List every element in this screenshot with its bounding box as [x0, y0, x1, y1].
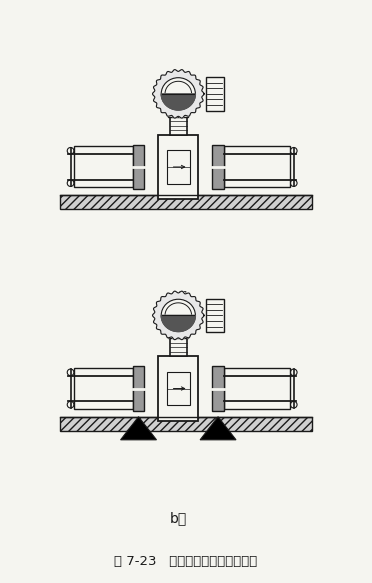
Circle shape	[67, 369, 74, 375]
Circle shape	[67, 147, 74, 154]
Polygon shape	[161, 315, 195, 332]
Bar	[224, 146, 290, 188]
Polygon shape	[200, 417, 236, 440]
Bar	[170, 117, 187, 135]
Bar	[158, 135, 198, 199]
Bar	[167, 372, 190, 405]
Bar	[168, 108, 188, 117]
Circle shape	[67, 180, 74, 187]
Bar	[212, 145, 224, 189]
Bar	[206, 77, 224, 111]
Bar	[60, 417, 312, 431]
Bar	[74, 368, 133, 409]
Bar	[168, 329, 188, 339]
Text: b）: b）	[170, 512, 187, 526]
Bar	[206, 298, 224, 332]
Ellipse shape	[161, 78, 195, 110]
Circle shape	[291, 401, 297, 408]
Polygon shape	[153, 69, 204, 118]
Bar	[167, 150, 190, 184]
Polygon shape	[121, 417, 157, 440]
Bar	[212, 366, 224, 411]
Bar	[74, 146, 133, 188]
Polygon shape	[153, 291, 204, 340]
Bar	[133, 145, 144, 189]
Bar	[170, 339, 187, 356]
Circle shape	[291, 147, 297, 154]
Polygon shape	[161, 94, 195, 110]
Circle shape	[291, 180, 297, 187]
Bar	[133, 366, 144, 411]
Bar	[158, 356, 198, 420]
Text: a）: a）	[170, 290, 187, 304]
Circle shape	[291, 369, 297, 375]
Circle shape	[67, 401, 74, 408]
Text: 图 7-23   管道振动时安装固定支架: 图 7-23 管道振动时安装固定支架	[114, 556, 258, 568]
Ellipse shape	[161, 299, 195, 332]
Bar	[224, 368, 290, 409]
Bar	[60, 195, 312, 209]
